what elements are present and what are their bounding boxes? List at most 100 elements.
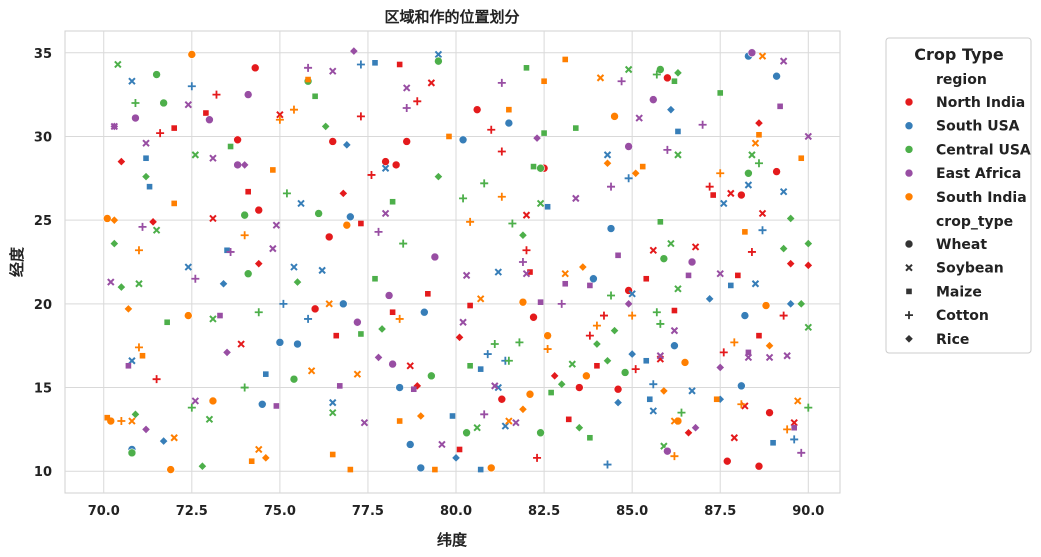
data-point (497, 192, 506, 201)
data-point (585, 331, 594, 340)
data-point (152, 70, 161, 79)
data-point (434, 172, 443, 181)
data-point (687, 257, 697, 267)
data-point (226, 247, 235, 256)
data-point (276, 110, 284, 119)
data-point (765, 353, 774, 362)
data-point (472, 105, 482, 114)
legend: Crop Type region North India South USA Cen… (885, 37, 1032, 354)
data-point (416, 412, 425, 420)
data-point (142, 139, 150, 147)
data-point (312, 93, 318, 100)
data-point (670, 341, 679, 350)
data-point (649, 407, 658, 415)
data-point (237, 340, 245, 348)
data-point (587, 282, 593, 289)
data-point (797, 300, 806, 308)
legend-marker-maize (906, 288, 912, 295)
data-point (684, 428, 693, 437)
x-tick-labels: 70.0 72.5 75.0 77.5 80.0 82.5 85.0 87.5 90.0 (88, 504, 825, 519)
data-point (396, 418, 403, 424)
data-point (589, 274, 598, 284)
data-point (223, 348, 231, 357)
data-point (203, 110, 209, 116)
data-point (138, 222, 147, 231)
data-point (617, 77, 626, 86)
data-point (427, 371, 436, 381)
data-point (671, 78, 678, 85)
data-point (660, 387, 668, 395)
data-point (434, 56, 443, 66)
data-point (324, 232, 334, 242)
data-point (270, 167, 276, 173)
data-point (754, 461, 764, 471)
data-point (467, 362, 473, 369)
data-point (372, 60, 378, 66)
data-point (504, 356, 513, 365)
legend-marker-cotton (905, 311, 913, 320)
data-point (790, 418, 798, 427)
data-point (691, 243, 700, 251)
data-point (275, 115, 284, 124)
data-point (374, 353, 383, 362)
data-point (338, 299, 348, 309)
data-point (798, 155, 805, 162)
y-tick-label: 25 (34, 214, 52, 229)
legend-hue-title: region (936, 72, 987, 88)
data-point (737, 190, 746, 200)
y-tick-label: 10 (34, 465, 52, 480)
data-point (191, 151, 200, 159)
data-point (347, 466, 354, 473)
data-point (329, 408, 337, 417)
data-point (356, 112, 365, 121)
data-point (131, 98, 140, 107)
data-point (102, 214, 112, 223)
data-point (536, 199, 545, 208)
plot-area (64, 30, 841, 494)
data-point (396, 61, 403, 68)
data-point (719, 348, 728, 357)
data-point (381, 157, 390, 166)
data-point (477, 466, 484, 473)
data-point (599, 311, 608, 320)
data-point (603, 460, 612, 469)
data-point (367, 170, 376, 179)
data-point (336, 383, 343, 389)
data-point (779, 187, 788, 196)
data-point (744, 168, 753, 178)
data-point (501, 422, 510, 430)
data-point (620, 368, 630, 377)
data-point (402, 84, 411, 92)
data-point (329, 67, 337, 75)
data-point (374, 227, 383, 236)
y-tick-labels: 10 15 20 25 30 35 (34, 47, 52, 480)
y-tick-label: 20 (34, 298, 52, 313)
data-point (610, 326, 619, 335)
data-point (467, 302, 473, 309)
data-point (142, 172, 150, 181)
data-point (406, 362, 414, 370)
legend-marker-north-india (904, 97, 914, 107)
data-point (663, 73, 672, 83)
data-point (797, 448, 806, 457)
legend-box (885, 37, 1032, 354)
data-point (543, 345, 552, 354)
data-point (114, 60, 122, 69)
data-point (536, 163, 545, 173)
data-point (631, 169, 640, 178)
data-point (777, 103, 783, 110)
data-point (128, 357, 136, 365)
data-point (541, 78, 547, 85)
data-point (438, 440, 446, 449)
data-point (786, 300, 795, 308)
data-point (483, 350, 492, 359)
data-point (740, 311, 750, 320)
data-point (209, 315, 217, 323)
data-point (518, 258, 527, 266)
data-point (104, 414, 111, 421)
data-point (754, 159, 763, 168)
y-tick-label: 30 (34, 130, 52, 145)
data-point (606, 224, 616, 233)
data-point (293, 339, 302, 349)
data-point (804, 132, 813, 141)
